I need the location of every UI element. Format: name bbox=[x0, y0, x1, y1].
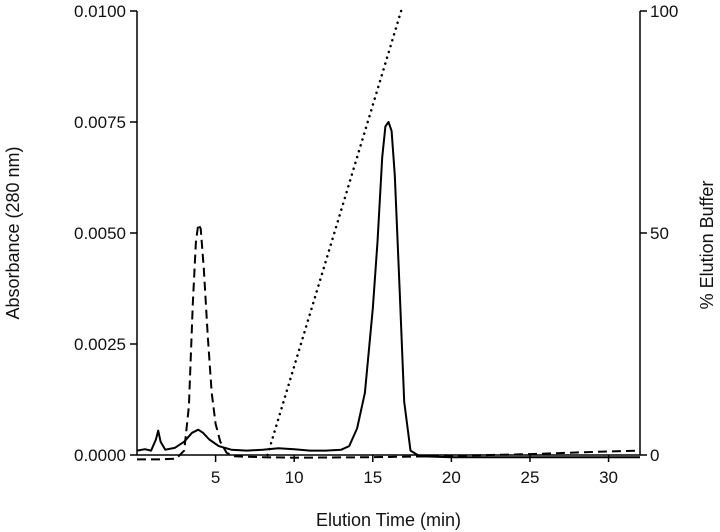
x-tick-label: 25 bbox=[521, 468, 540, 487]
dashed-absorbance-line bbox=[137, 223, 641, 461]
left-y-tick-label: 0.0100 bbox=[74, 2, 126, 21]
solid-absorbance-line bbox=[136, 121, 640, 459]
series-layer bbox=[136, 9, 641, 461]
x-tick-label: 15 bbox=[363, 468, 382, 487]
right-y-tick-label: 50 bbox=[650, 224, 669, 243]
left-y-tick-label: 0.0025 bbox=[74, 335, 126, 354]
left-y-tick-label: 0.0075 bbox=[74, 113, 126, 132]
right-y-tick-label: 100 bbox=[650, 2, 678, 21]
left-y-tick-label: 0.0000 bbox=[74, 446, 126, 465]
axes bbox=[130, 10, 647, 462]
left-y-tick-label: 0.0050 bbox=[74, 224, 126, 243]
x-axis-title: Elution Time (min) bbox=[316, 510, 461, 530]
right-y-axis-title: % Elution Buffer bbox=[697, 181, 717, 310]
x-tick-label: 5 bbox=[211, 468, 220, 487]
tick-labels: 5 10 15 20 25 30 0.0000 0.0025 0.0050 0.0075 0.010… bbox=[74, 2, 678, 487]
x-tick-label: 30 bbox=[599, 468, 618, 487]
x-tick-label: 20 bbox=[442, 468, 461, 487]
right-y-tick-label: 0 bbox=[650, 446, 659, 465]
x-tick-label: 10 bbox=[285, 468, 304, 487]
left-y-axis-title: Absorbance (280 nm) bbox=[3, 146, 23, 319]
dotted-gradient-line bbox=[266, 9, 403, 457]
